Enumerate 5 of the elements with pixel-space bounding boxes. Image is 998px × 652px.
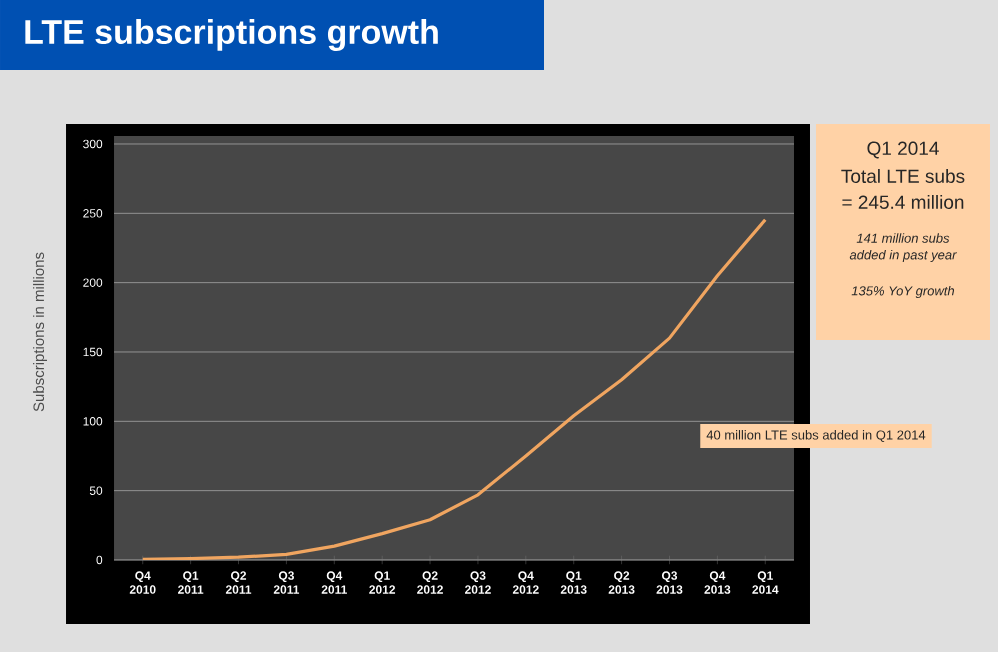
text: Total LTE subs: [841, 169, 965, 183]
text: = 245.4 million: [842, 195, 964, 209]
line-series: [141, 218, 767, 560]
chart-title: LTE subscriptions growth: [25, 19, 438, 51]
text: Q1 2014: [867, 141, 939, 159]
